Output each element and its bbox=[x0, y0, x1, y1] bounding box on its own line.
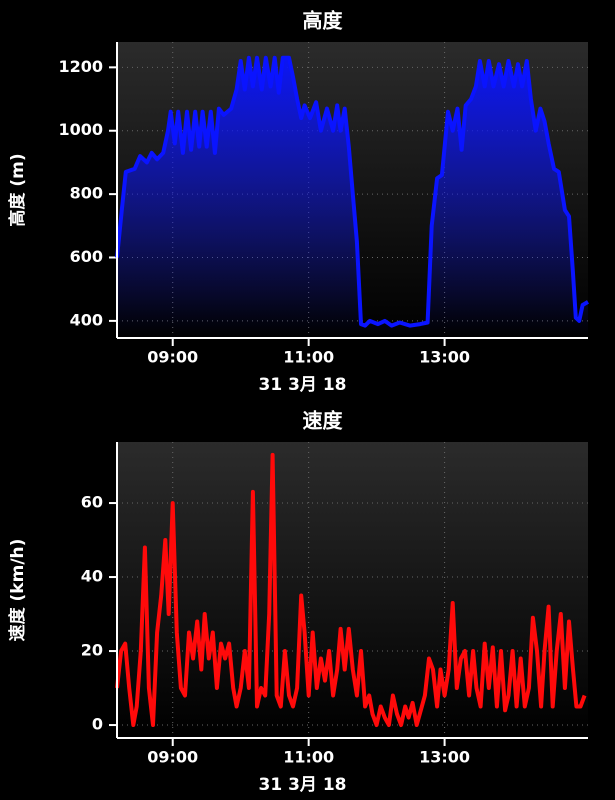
line bbox=[115, 452, 587, 727]
y-axis-label: 速度 (km/h) bbox=[7, 539, 28, 642]
y-tick-label: 800 bbox=[70, 184, 103, 203]
y-tick-label: 1200 bbox=[58, 57, 103, 76]
y-tick-label: 20 bbox=[81, 641, 103, 660]
x-tick-label: 13:00 bbox=[419, 348, 470, 367]
y-tick-label: 400 bbox=[70, 310, 103, 329]
x-tick-label: 13:00 bbox=[419, 748, 470, 767]
x-axis-label: 31 3月 18 bbox=[259, 775, 347, 795]
x-tick-label: 11:00 bbox=[283, 348, 334, 367]
chart-title: 高度 bbox=[303, 9, 344, 33]
y-tick-label: 1000 bbox=[58, 120, 103, 139]
y-tick-label: 40 bbox=[81, 567, 103, 586]
y-tick-label: 600 bbox=[70, 247, 103, 266]
chart-title: 速度 bbox=[303, 409, 344, 433]
x-axis-label: 31 3月 18 bbox=[259, 375, 347, 395]
x-tick-label: 09:00 bbox=[147, 348, 198, 367]
x-tick-label: 11:00 bbox=[283, 748, 334, 767]
line bbox=[115, 55, 589, 328]
y-tick-label: 0 bbox=[92, 715, 103, 734]
y-tick-label: 60 bbox=[81, 493, 103, 512]
y-axis-label: 高度 (m) bbox=[7, 153, 28, 226]
x-tick-label: 09:00 bbox=[147, 748, 198, 767]
